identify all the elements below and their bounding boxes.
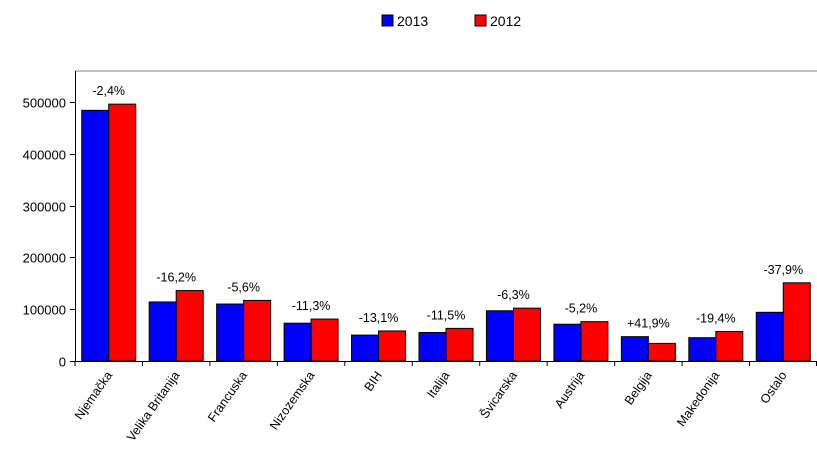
bar-2013-10 bbox=[755, 311, 784, 362]
category-label-5: Italija bbox=[424, 369, 452, 401]
y-tick-label: 500000 bbox=[23, 96, 66, 111]
bar-2013-9 bbox=[688, 337, 717, 362]
category-label-2: Francuska bbox=[205, 369, 250, 425]
y-tick-label: 400000 bbox=[23, 148, 66, 163]
bar-2013-3 bbox=[283, 322, 312, 362]
y-tick-label: 100000 bbox=[23, 303, 66, 318]
data-label-8: +41,9% bbox=[627, 317, 670, 331]
data-label-10: -37,9% bbox=[763, 263, 803, 277]
bar-2013-5 bbox=[418, 332, 447, 362]
category-label-6: Švicarska bbox=[477, 368, 520, 421]
bar-2013-8 bbox=[620, 336, 649, 362]
bar-2012-0 bbox=[108, 103, 137, 362]
data-label-0: -2,4% bbox=[92, 84, 125, 98]
legend-label-2013: 2013 bbox=[397, 13, 428, 29]
x-axis: Njemačka Velika Britanija Francuska Nizozem… bbox=[72, 361, 817, 444]
bar-2013-7 bbox=[553, 323, 582, 362]
y-axis: 0 100000 200000 300000 400000 500000 bbox=[23, 71, 76, 370]
bar-2012-5 bbox=[445, 327, 474, 362]
category-label-9: Makedonija bbox=[674, 369, 722, 429]
data-label-4: -13,1% bbox=[359, 311, 399, 325]
bar-2013-6 bbox=[485, 310, 514, 362]
y-tick-label: 200000 bbox=[23, 251, 66, 266]
data-label-5: -11,5% bbox=[427, 308, 466, 322]
bar-2013-4 bbox=[351, 334, 380, 362]
bar-2012-9 bbox=[715, 330, 744, 362]
category-label-8: Belgija bbox=[622, 369, 655, 408]
category-label-3: Nizozemska bbox=[267, 369, 318, 433]
bar-2013-0 bbox=[81, 109, 110, 362]
category-label-1: Velika Britanija bbox=[124, 369, 183, 444]
category-label-4: BIH bbox=[362, 369, 385, 394]
bar-2012-3 bbox=[310, 318, 339, 362]
data-label-3: -11,3% bbox=[292, 299, 331, 313]
plot-area: -2,4% -16,2% -5,6% -11,3% -13,1% -11,5% -6,3% -… bbox=[75, 70, 817, 362]
y-tick-label: 0 bbox=[59, 355, 66, 370]
data-label-6: -6,3% bbox=[497, 288, 530, 302]
data-label-9: -19,4% bbox=[696, 311, 736, 325]
legend-label-2012: 2012 bbox=[490, 13, 521, 29]
bar-2012-8 bbox=[647, 342, 676, 362]
data-label-2: -5,6% bbox=[227, 280, 260, 294]
bar-2012-6 bbox=[512, 307, 541, 362]
legend-swatch-2013 bbox=[381, 14, 394, 27]
data-label-1: -16,2% bbox=[156, 271, 196, 285]
bar-2012-2 bbox=[243, 299, 272, 362]
category-label-7: Austrija bbox=[552, 369, 587, 411]
bar-2012-7 bbox=[580, 321, 609, 362]
bar-2012-10 bbox=[782, 282, 811, 362]
category-label-10: Ostalo bbox=[758, 369, 790, 407]
bar-2013-2 bbox=[216, 303, 245, 362]
bar-2012-4 bbox=[378, 330, 407, 362]
y-tick-label: 300000 bbox=[23, 200, 66, 215]
legend: 2013 2012 bbox=[381, 13, 521, 29]
bar-2013-1 bbox=[148, 301, 177, 362]
bar-2012-1 bbox=[175, 290, 204, 362]
category-label-0: Njemačka bbox=[72, 369, 115, 423]
legend-swatch-2012 bbox=[474, 14, 487, 27]
data-label-7: -5,2% bbox=[565, 302, 598, 316]
